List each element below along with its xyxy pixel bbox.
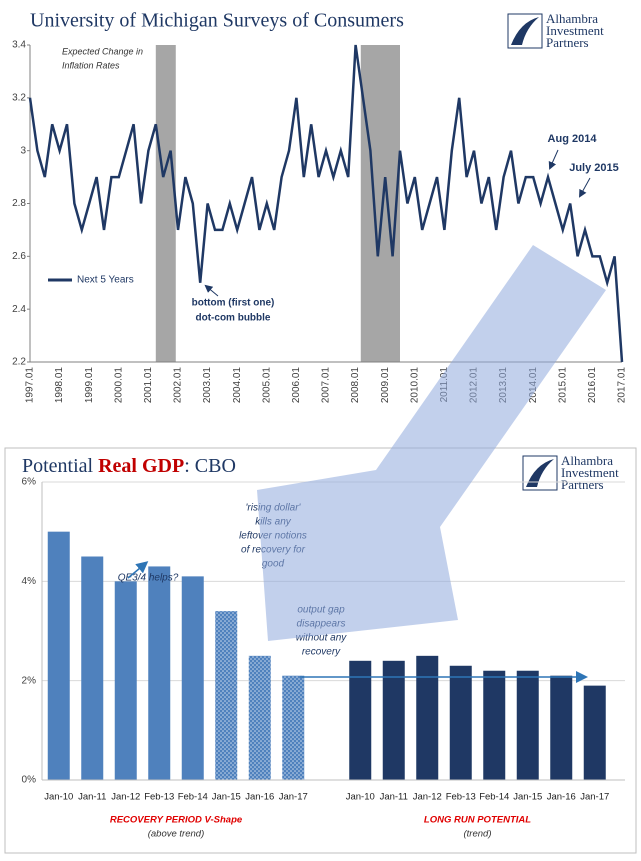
title-part: Potential bbox=[22, 455, 98, 477]
group-label: LONG RUN POTENTIAL bbox=[424, 815, 531, 826]
top-chart: University of Michigan Surveys of Consum… bbox=[12, 10, 628, 404]
x-tick-label: 2003.01 bbox=[202, 367, 213, 404]
logo-text: Investment bbox=[546, 23, 604, 38]
title-part: : CBO bbox=[184, 455, 236, 477]
x-tick-label: Jan-16 bbox=[245, 792, 274, 803]
x-tick-label: Feb-14 bbox=[178, 792, 208, 803]
logo-swoosh bbox=[526, 459, 554, 487]
chart-title: Potential Real GDP: CBO bbox=[22, 455, 236, 477]
group-sublabel: (trend) bbox=[464, 829, 492, 840]
annotation: QE3/4 helps? bbox=[118, 573, 179, 584]
annotation: dot-com bubble bbox=[196, 313, 271, 324]
y-tick-label: 0% bbox=[22, 775, 37, 786]
y-tick-label: 3.4 bbox=[12, 40, 26, 51]
title-part: Real GDP bbox=[98, 455, 184, 477]
group-sublabel: (above trend) bbox=[148, 829, 205, 840]
x-tick-label: 2008.01 bbox=[350, 367, 361, 404]
y-tick-label: 2.4 bbox=[12, 304, 26, 315]
annotation: without any bbox=[296, 633, 348, 644]
logo-text: Alhambra bbox=[546, 11, 598, 26]
y-tick-label: 4% bbox=[22, 576, 37, 587]
annotation: Expected Change in bbox=[62, 46, 143, 56]
logo-text: Partners bbox=[561, 477, 604, 492]
panel-border bbox=[4, 447, 637, 854]
x-tick-label: 2001.01 bbox=[143, 367, 154, 404]
annotation: July 2015 bbox=[569, 162, 619, 174]
x-tick-label: 1998.01 bbox=[54, 367, 65, 404]
annotation: bottom (first one) bbox=[192, 298, 275, 309]
shaded-band bbox=[360, 45, 400, 362]
x-tick-label: Feb-14 bbox=[479, 792, 509, 803]
x-tick-label: 2015.01 bbox=[557, 367, 568, 404]
y-tick-label: 6% bbox=[22, 477, 37, 488]
x-tick-label: Jan-11 bbox=[380, 792, 408, 803]
annotation: Inflation Rates bbox=[62, 60, 120, 70]
x-tick-label: Jan-16 bbox=[547, 792, 576, 803]
x-tick-label: Jan-15 bbox=[513, 792, 542, 803]
group-label: RECOVERY PERIOD V-Shape bbox=[110, 815, 243, 826]
bar bbox=[416, 655, 439, 780]
bar bbox=[114, 581, 137, 780]
bar bbox=[483, 670, 506, 780]
bar bbox=[382, 660, 405, 780]
x-tick-label: Jan-10 bbox=[346, 792, 375, 803]
series-line bbox=[28, 44, 624, 363]
bar bbox=[215, 611, 238, 780]
x-tick-label: 2002.01 bbox=[173, 367, 184, 404]
x-tick-label: Jan-12 bbox=[413, 792, 442, 803]
x-tick-label: Jan-17 bbox=[580, 792, 609, 803]
legend-label: Next 5 Years bbox=[77, 275, 134, 286]
bar bbox=[248, 655, 271, 780]
x-tick-label: 2005.01 bbox=[261, 367, 272, 404]
bar bbox=[47, 531, 70, 780]
annotation: Aug 2014 bbox=[548, 133, 598, 145]
x-tick-label: 2000.01 bbox=[113, 367, 124, 404]
bar bbox=[181, 576, 204, 780]
bar bbox=[282, 675, 305, 780]
logo-text: Alhambra bbox=[561, 453, 613, 468]
y-tick-label: 2% bbox=[22, 675, 37, 686]
y-tick-label: 2.2 bbox=[12, 357, 26, 368]
x-tick-label: 2004.01 bbox=[232, 367, 243, 404]
y-tick-label: 2.8 bbox=[12, 198, 26, 209]
annotation: recovery bbox=[302, 647, 341, 658]
x-tick-label: 2009.01 bbox=[380, 367, 391, 404]
x-tick-label: Feb-13 bbox=[446, 792, 476, 803]
shaded-band bbox=[155, 45, 176, 362]
x-tick-label: Jan-12 bbox=[111, 792, 140, 803]
x-tick-label: 2010.01 bbox=[409, 367, 420, 404]
x-tick-label: 1997.01 bbox=[25, 367, 36, 404]
x-tick-label: 2016.01 bbox=[587, 367, 598, 404]
bar bbox=[349, 660, 372, 780]
annotation-arrow bbox=[548, 149, 559, 170]
y-tick-label: 2.6 bbox=[12, 251, 26, 262]
x-tick-label: 2006.01 bbox=[291, 367, 302, 404]
x-tick-label: Jan-15 bbox=[212, 792, 241, 803]
x-tick-label: Jan-11 bbox=[78, 792, 106, 803]
logo-swoosh bbox=[511, 17, 539, 45]
chart-title: University of Michigan Surveys of Consum… bbox=[30, 10, 404, 32]
x-tick-label: Jan-10 bbox=[44, 792, 73, 803]
bar bbox=[148, 566, 171, 780]
bar bbox=[583, 685, 606, 780]
x-tick-label: 2007.01 bbox=[321, 367, 332, 404]
annotation-arrow bbox=[579, 177, 591, 198]
annotation-arrow bbox=[127, 561, 149, 579]
x-tick-label: 1999.01 bbox=[84, 367, 95, 404]
bar bbox=[449, 665, 472, 780]
big-arrow bbox=[257, 245, 606, 641]
x-tick-label: Jan-17 bbox=[279, 792, 308, 803]
x-tick-label: 2017.01 bbox=[617, 367, 628, 404]
logo-text: Partners bbox=[546, 35, 589, 50]
y-tick-label: 3 bbox=[20, 145, 26, 156]
logo-text: Investment bbox=[561, 465, 619, 480]
bar bbox=[516, 670, 539, 780]
bar bbox=[81, 556, 104, 780]
annotation-arrow bbox=[204, 284, 219, 297]
x-tick-label: Feb-13 bbox=[144, 792, 174, 803]
bar bbox=[550, 675, 573, 780]
y-tick-label: 3.2 bbox=[12, 92, 26, 103]
